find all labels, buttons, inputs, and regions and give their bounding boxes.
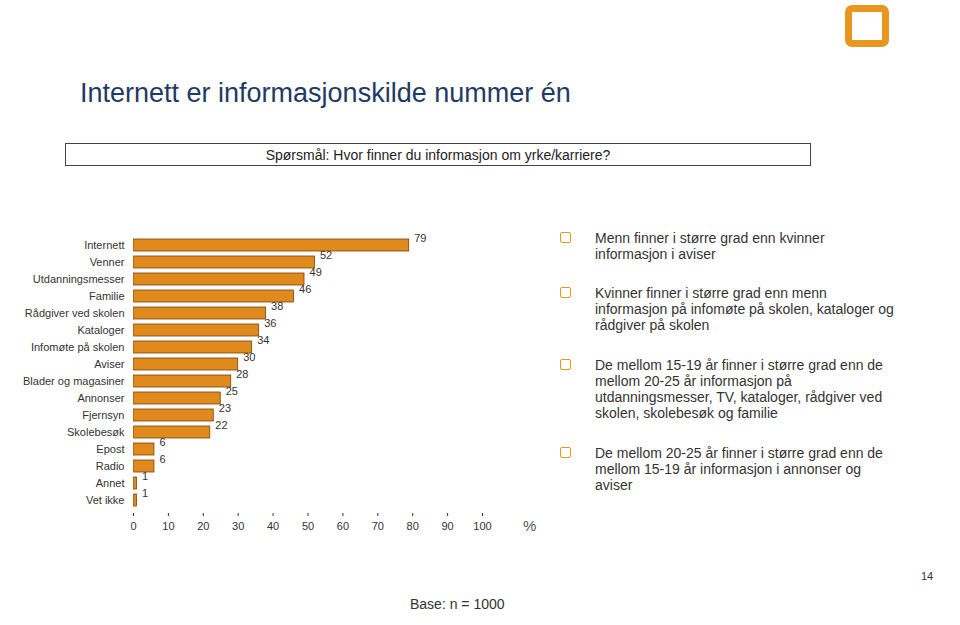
svg-text:10: 10	[162, 520, 174, 532]
svg-text:28: 28	[236, 368, 248, 380]
svg-text:Epost: Epost	[96, 443, 124, 455]
svg-text:Fjernsyn: Fjernsyn	[82, 409, 124, 421]
html-text:Base: n = 1000: Base: n = 1000	[410, 596, 505, 612]
svg-text:0: 0	[130, 520, 136, 532]
html-text:Internett er informasjonskilde: Internett er informasjonskilde nummer én	[80, 78, 571, 108]
html-text:De mellom 15-19 år finner i st: De mellom 15-19 år finner i større grad …	[595, 357, 883, 421]
svg-text:Rådgiver ved skolen: Rådgiver ved skolen	[25, 307, 125, 319]
svg-text:Radio: Radio	[96, 460, 125, 472]
svg-text:22: 22	[215, 419, 227, 431]
html-text:De mellom 20-25 år finner i st: De mellom 20-25 år finner i større grad …	[595, 445, 883, 493]
svg-text:Utdanningsmesser: Utdanningsmesser	[33, 273, 125, 285]
svg-text:40: 40	[267, 520, 279, 532]
svg-text:Blader og magasiner: Blader og magasiner	[23, 375, 125, 387]
svg-text:79: 79	[414, 232, 426, 244]
svg-text:60: 60	[337, 520, 349, 532]
svg-text:100: 100	[473, 520, 491, 532]
svg-text:6: 6	[159, 436, 165, 448]
svg-text:38: 38	[271, 300, 283, 312]
html-text:Kvinner finner i større grad e: Kvinner finner i større grad enn menn in…	[595, 285, 894, 333]
svg-text:Annet: Annet	[96, 477, 125, 489]
svg-text:Venner: Venner	[90, 256, 125, 268]
svg-text:36: 36	[264, 317, 276, 329]
svg-text:50: 50	[302, 520, 314, 532]
svg-text:Kataloger: Kataloger	[77, 324, 124, 336]
svg-text:46: 46	[299, 283, 311, 295]
html-text:Menn finner i større grad enn: Menn finner i større grad enn kvinner in…	[595, 230, 825, 262]
svg-text:80: 80	[407, 520, 419, 532]
svg-text:Aviser: Aviser	[94, 358, 125, 370]
svg-text:1: 1	[142, 470, 148, 482]
html-text:Spørsmål: Hvor finner du infor: Spørsmål: Hvor finner du informasjon om …	[265, 147, 611, 163]
svg-text:Internett: Internett	[84, 239, 124, 251]
svg-text:Vet ikke: Vet ikke	[86, 494, 125, 506]
svg-text:Annonser: Annonser	[77, 392, 124, 404]
svg-text:Familie: Familie	[89, 290, 124, 302]
svg-text:90: 90	[441, 520, 453, 532]
svg-text:Infomøte på skolen: Infomøte på skolen	[31, 341, 125, 353]
svg-text:23: 23	[219, 402, 231, 414]
svg-text:1: 1	[142, 487, 148, 499]
svg-text:52: 52	[320, 249, 332, 261]
svg-text:20: 20	[197, 520, 209, 532]
svg-text:49: 49	[310, 266, 322, 278]
svg-text:6: 6	[159, 453, 165, 465]
html-text:14: 14	[921, 570, 934, 582]
svg-text:25: 25	[226, 385, 238, 397]
svg-text:34: 34	[257, 334, 269, 346]
svg-text:70: 70	[372, 520, 384, 532]
svg-text:30: 30	[243, 351, 255, 363]
svg-text:Skolebesøk: Skolebesøk	[67, 426, 125, 438]
svg-text:30: 30	[232, 520, 244, 532]
